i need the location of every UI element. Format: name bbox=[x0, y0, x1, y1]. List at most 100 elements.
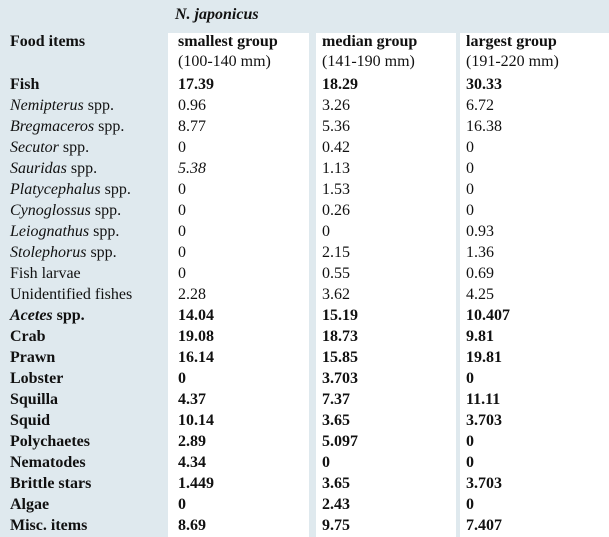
median-group-value: 5.097 bbox=[322, 433, 358, 450]
smallest-group-value: 0.96 bbox=[178, 97, 206, 114]
median-group-value: 3.26 bbox=[322, 97, 350, 114]
table-row: Algae 0 2.43 0 bbox=[0, 494, 609, 515]
food-item-label: Nematodes bbox=[10, 452, 86, 473]
smallest-group-value: 1.449 bbox=[178, 475, 214, 492]
smallest-group-value: 0 bbox=[178, 244, 186, 261]
largest-group-value: 7.407 bbox=[466, 517, 502, 534]
food-item-label: Secutor spp. bbox=[10, 137, 89, 158]
food-item-label: Polychaetes bbox=[10, 431, 90, 452]
food-item-label: Prawn bbox=[10, 347, 55, 368]
smallest-group-value: 5.38 bbox=[178, 160, 206, 177]
smallest-group-value: 19.08 bbox=[178, 328, 214, 345]
table-body: Fish 17.39 18.29 30.33 Nemipterus spp. 0.96 3.… bbox=[0, 74, 609, 536]
food-item-suffix: spp. bbox=[100, 181, 131, 198]
table-row: Fish 17.39 18.29 30.33 bbox=[0, 74, 609, 95]
food-item-name: Fish bbox=[10, 76, 40, 93]
food-item-label: Acetes spp. bbox=[10, 305, 85, 326]
table-row: Secutor spp. 0 0.42 0 bbox=[0, 137, 609, 158]
food-item-name: Platycephalus bbox=[10, 181, 101, 198]
largest-group-value: 6.72 bbox=[466, 97, 494, 114]
largest-group-value: 0 bbox=[466, 496, 474, 513]
food-item-name: Stolephorus bbox=[10, 244, 87, 261]
food-item-name: Squid bbox=[10, 412, 51, 429]
food-item-name: Crab bbox=[10, 328, 46, 345]
smallest-group-value: 0 bbox=[178, 181, 186, 198]
largest-group-value: 9.81 bbox=[466, 328, 494, 345]
smallest-group-value: 2.89 bbox=[178, 433, 206, 450]
largest-group-value: 4.25 bbox=[466, 286, 494, 303]
food-item-name: Fish larvae bbox=[10, 265, 81, 282]
smallest-group-range: (100-140 mm) bbox=[178, 53, 271, 70]
food-item-name: Nematodes bbox=[10, 454, 86, 471]
food-item-name: Polychaetes bbox=[10, 433, 90, 450]
smallest-group-value: 2.28 bbox=[178, 286, 206, 303]
median-group-value: 2.43 bbox=[322, 496, 350, 513]
food-item-label: Lobster bbox=[10, 368, 63, 389]
smallest-group-value: 4.37 bbox=[178, 391, 206, 408]
food-item-name: Bregmaceros bbox=[10, 118, 95, 135]
food-item-suffix: spp. bbox=[90, 202, 122, 219]
smallest-group-value: 17.39 bbox=[178, 76, 214, 93]
table-row: Lobster 0 3.703 0 bbox=[0, 368, 609, 389]
food-item-name: Unidentified fishes bbox=[10, 286, 133, 303]
median-group-value: 0.55 bbox=[322, 265, 350, 282]
food-item-label: Sauridas spp. bbox=[10, 158, 97, 179]
median-group-value: 0 bbox=[322, 223, 330, 240]
smallest-group-value: 16.14 bbox=[178, 349, 214, 366]
largest-group-value: 3.703 bbox=[466, 412, 502, 429]
food-items-header: Food items bbox=[10, 33, 86, 50]
largest-group-value: 11.11 bbox=[466, 391, 501, 408]
food-item-label: Leiognathus spp. bbox=[10, 221, 119, 242]
median-group-value: 9.75 bbox=[322, 517, 350, 534]
food-item-suffix: spp. bbox=[52, 307, 85, 324]
median-group-value: 0 bbox=[322, 454, 330, 471]
food-item-label: Nemipterus spp. bbox=[10, 95, 114, 116]
food-item-name: Squilla bbox=[10, 391, 59, 408]
largest-group-value: 0 bbox=[466, 202, 474, 219]
table-row: Crab 19.08 18.73 9.81 bbox=[0, 326, 609, 347]
smallest-group-value: 0 bbox=[178, 139, 186, 156]
median-group-value: 1.13 bbox=[322, 160, 350, 177]
food-item-label: Brittle stars bbox=[10, 473, 91, 494]
table-row: Squid 10.14 3.65 3.703 bbox=[0, 410, 609, 431]
food-item-name: Cynoglossus bbox=[10, 202, 91, 219]
food-item-label: Unidentified fishes bbox=[10, 284, 132, 305]
median-group-value: 1.53 bbox=[322, 181, 350, 198]
table-row: Misc. items 8.69 9.75 7.407 bbox=[0, 515, 609, 536]
smallest-group-value: 0 bbox=[178, 370, 186, 387]
food-item-name: Sauridas bbox=[10, 160, 67, 177]
smallest-group-value: 0 bbox=[178, 496, 186, 513]
food-item-suffix: spp. bbox=[94, 118, 125, 135]
median-group-value: 5.36 bbox=[322, 118, 350, 135]
median-group-value: 0.26 bbox=[322, 202, 350, 219]
largest-group-value: 0 bbox=[466, 433, 474, 450]
table-row: Squilla 4.37 7.37 11.11 bbox=[0, 389, 609, 410]
largest-group-value: 19.81 bbox=[466, 349, 502, 366]
food-item-suffix: spp. bbox=[58, 139, 90, 156]
median-group-value: 3.703 bbox=[322, 370, 358, 387]
median-group-value: 18.73 bbox=[322, 328, 358, 345]
table-row: Polychaetes 2.89 5.097 0 bbox=[0, 431, 609, 452]
smallest-group-value: 0 bbox=[178, 265, 186, 282]
table-row: Prawn 16.14 15.85 19.81 bbox=[0, 347, 609, 368]
smallest-group-value: 0 bbox=[178, 223, 186, 240]
largest-group-value: 0 bbox=[466, 370, 474, 387]
food-item-label: Algae bbox=[10, 494, 49, 515]
species-title: N. japonicus bbox=[175, 6, 259, 23]
food-item-suffix: spp. bbox=[89, 223, 120, 240]
table-row: Nemipterus spp. 0.96 3.26 6.72 bbox=[0, 95, 609, 116]
smallest-group-value: 14.04 bbox=[178, 307, 214, 324]
median-group-value: 7.37 bbox=[322, 391, 350, 408]
table-row: Unidentified fishes 2.28 3.62 4.25 bbox=[0, 284, 609, 305]
food-item-label: Cynoglossus spp. bbox=[10, 200, 121, 221]
median-group-value: 3.65 bbox=[322, 475, 350, 492]
food-item-name: Brittle stars bbox=[10, 475, 92, 492]
table-row: Platycephalus spp. 0 1.53 0 bbox=[0, 179, 609, 200]
food-item-name: Lobster bbox=[10, 370, 64, 387]
median-group-value: 3.65 bbox=[322, 412, 350, 429]
food-item-label: Misc. items bbox=[10, 515, 87, 536]
table-row: Fish larvae 0 0.55 0.69 bbox=[0, 263, 609, 284]
largest-group-value: 0 bbox=[466, 139, 474, 156]
largest-group-value: 0 bbox=[466, 160, 474, 177]
